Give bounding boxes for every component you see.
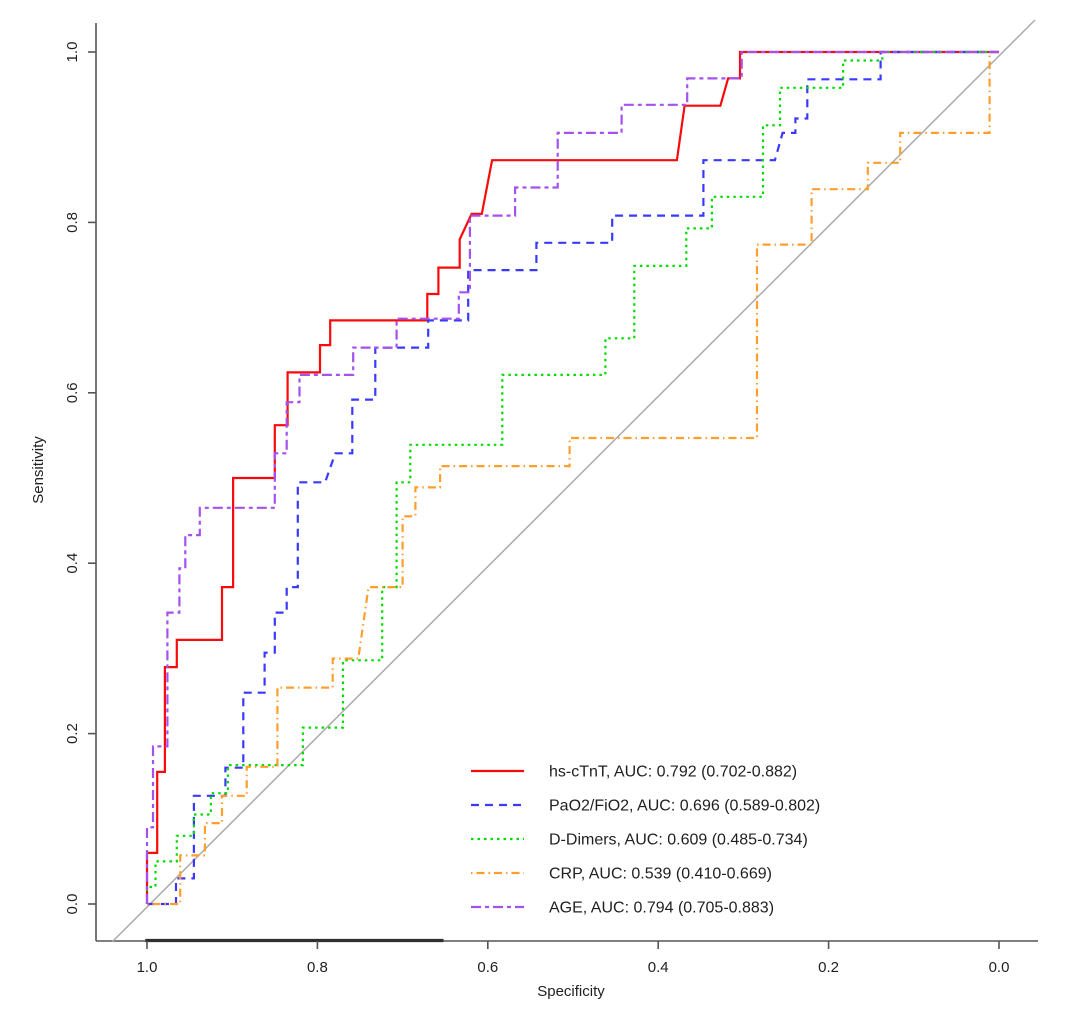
chance-diagonal-line — [111, 19, 1036, 943]
roc-curve-age — [145, 50, 999, 904]
x-tick-label: 0.0 — [989, 959, 1010, 976]
y-tick-label: 0.2 — [64, 723, 81, 744]
y-axis-title: Sensitivity — [30, 436, 47, 504]
y-tick-label: 0.6 — [64, 382, 81, 403]
roc-curve-d-dimers — [145, 50, 999, 904]
x-tick-label: 0.2 — [818, 959, 839, 976]
y-tick-label: 0.0 — [64, 894, 81, 915]
roc-curve-hs-ctnt — [145, 50, 999, 904]
legend-item-label: PaO2/FiO2, AUC: 0.696 (0.589-0.802) — [549, 798, 820, 815]
y-tick-label: 0.8 — [64, 212, 81, 233]
legend-item-label: hs-cTnT, AUC: 0.792 (0.702-0.882) — [549, 764, 797, 781]
y-tick-label: 1.0 — [64, 42, 81, 63]
roc-curve-pao2-fio2 — [147, 50, 999, 906]
legend-item-label: D-Dimers, AUC: 0.609 (0.485-0.734) — [549, 832, 808, 849]
x-tick-label: 0.8 — [307, 959, 328, 976]
x-axis-title: Specificity — [537, 983, 605, 1000]
legend-item-label: CRP, AUC: 0.539 (0.410-0.669) — [549, 866, 772, 883]
x-tick-label: 0.6 — [477, 959, 498, 976]
roc-curve-crp — [147, 50, 999, 906]
y-tick-label: 0.4 — [64, 553, 81, 574]
legend-item-label: AGE, AUC: 0.794 (0.705-0.883) — [549, 900, 774, 917]
x-tick-label: 0.4 — [648, 959, 669, 976]
x-tick-label: 1.0 — [137, 959, 158, 976]
